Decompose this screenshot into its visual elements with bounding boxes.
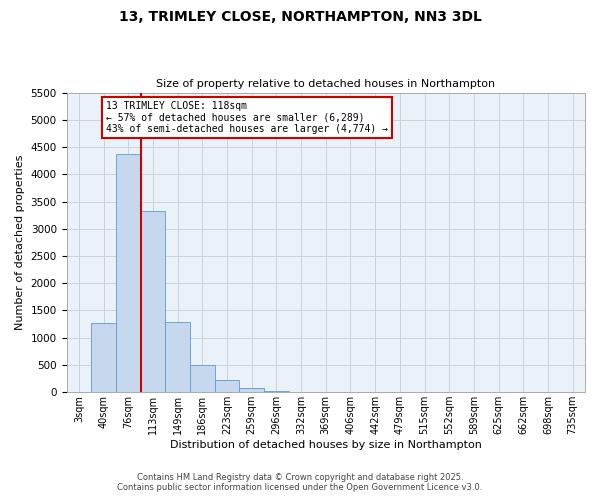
Bar [215, 380, 239, 392]
Bar [91, 323, 116, 392]
Title: Size of property relative to detached houses in Northampton: Size of property relative to detached ho… [156, 79, 496, 89]
Bar [165, 322, 190, 392]
Bar [239, 388, 264, 392]
Bar [190, 365, 215, 392]
Bar [140, 212, 165, 392]
Text: 13 TRIMLEY CLOSE: 118sqm
← 57% of detached houses are smaller (6,289)
43% of sem: 13 TRIMLEY CLOSE: 118sqm ← 57% of detach… [106, 100, 388, 134]
Text: Contains HM Land Registry data © Crown copyright and database right 2025.
Contai: Contains HM Land Registry data © Crown c… [118, 473, 482, 492]
Bar [116, 154, 140, 392]
Y-axis label: Number of detached properties: Number of detached properties [15, 154, 25, 330]
Text: 13, TRIMLEY CLOSE, NORTHAMPTON, NN3 3DL: 13, TRIMLEY CLOSE, NORTHAMPTON, NN3 3DL [119, 10, 481, 24]
X-axis label: Distribution of detached houses by size in Northampton: Distribution of detached houses by size … [170, 440, 482, 450]
Bar [264, 391, 289, 392]
